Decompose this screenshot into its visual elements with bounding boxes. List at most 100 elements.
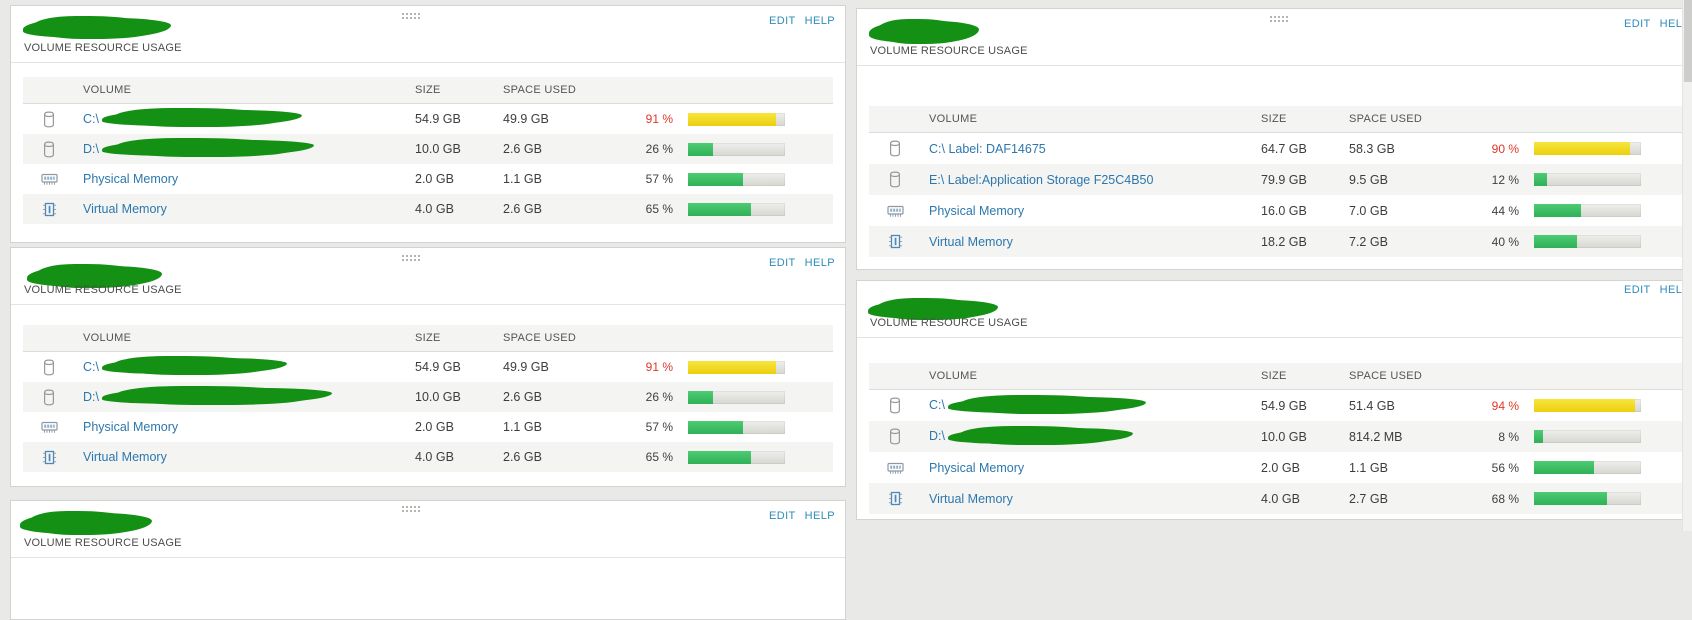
volume-link[interactable]: Physical Memory — [929, 203, 1025, 218]
volume-table-row: Physical Memory 2.0 GB 1.1 GB 57 % — [23, 164, 833, 194]
drag-handle-icon[interactable] — [401, 12, 420, 19]
help-link[interactable]: HELP — [804, 15, 835, 27]
widget-subtitle: VOLUME RESOURCE USAGE — [24, 42, 182, 54]
usage-bar — [673, 172, 835, 186]
volume-link[interactable]: Physical Memory — [83, 420, 179, 434]
column-header-size: SIZE — [415, 332, 441, 344]
help-link[interactable]: HELP — [804, 510, 835, 522]
usage-bar-fill — [688, 360, 777, 374]
volume-table-row: Virtual Memory 4.0 GB 2.7 GB 68 % — [869, 483, 1688, 514]
volume-resource-usage-widget-left-top: EDIT HELP VOLUME RESOURCE USAGE VOLUME SI… — [10, 5, 846, 243]
space-used-cell: 814.2 MB — [1349, 429, 1403, 444]
volume-link[interactable]: Virtual Memory — [83, 202, 167, 216]
size-cell: 4.0 GB — [1261, 491, 1300, 506]
edit-link[interactable]: EDIT — [1624, 284, 1651, 296]
space-used-cell: 1.1 GB — [503, 172, 542, 186]
ram-icon — [40, 172, 58, 186]
space-used-cell: 49.9 GB — [503, 112, 549, 126]
edit-link[interactable]: EDIT — [769, 510, 796, 522]
volume-link[interactable]: Virtual Memory — [929, 491, 1013, 506]
usage-bar-track — [1534, 204, 1641, 217]
usage-bar-fill — [688, 172, 744, 186]
disk-icon — [889, 171, 901, 188]
percent-used-value: 26 % — [645, 142, 673, 156]
volume-cell: Physical Memory — [921, 461, 1261, 475]
usage-bar-track — [688, 390, 785, 404]
edit-link[interactable]: EDIT — [769, 15, 796, 27]
virtual-memory-icon — [42, 450, 57, 465]
usage-bar-track — [688, 420, 785, 434]
help-link[interactable]: HELP — [804, 257, 835, 269]
size-cell: 10.0 GB — [1261, 429, 1307, 444]
usage-bar-track — [1534, 492, 1641, 505]
size-cell: 54.9 GB — [415, 112, 461, 126]
size-cell: 2.0 GB — [415, 172, 454, 186]
percent-used-value: 26 % — [645, 390, 673, 404]
disk-icon — [43, 140, 55, 158]
size-cell: 64.7 GB — [1261, 141, 1307, 156]
usage-bar-fill — [1534, 492, 1607, 505]
usage-bar — [673, 420, 835, 434]
volume-cell: D:\ — [921, 426, 1261, 445]
usage-bar — [1519, 492, 1681, 505]
volume-link[interactable]: C:\ Label: DAF14675 — [929, 141, 1046, 156]
drag-handle-icon[interactable] — [401, 505, 420, 512]
disk-icon — [889, 397, 901, 414]
space-used-cell: 2.7 GB — [1349, 491, 1388, 506]
usage-bar — [673, 112, 835, 126]
volume-link[interactable]: D:\ — [83, 141, 99, 156]
space-used-cell: 58.3 GB — [1349, 141, 1395, 156]
usage-bar-track — [688, 112, 785, 126]
usage-bar — [673, 142, 835, 156]
edit-link[interactable]: EDIT — [1624, 18, 1651, 30]
volume-link[interactable]: D:\ — [929, 429, 945, 444]
volume-link[interactable]: Virtual Memory — [83, 450, 167, 464]
edit-link[interactable]: EDIT — [769, 257, 796, 269]
drag-handle-icon[interactable] — [1269, 15, 1288, 22]
column-header-size: SIZE — [1261, 370, 1287, 382]
volume-link[interactable]: C:\ — [83, 111, 99, 126]
column-header-space-used: SPACE USED — [1349, 113, 1423, 125]
percent-used-value: 44 % — [1491, 203, 1519, 218]
vertical-scrollbar[interactable] — [1682, 0, 1692, 531]
space-used-cell: 2.6 GB — [503, 390, 542, 404]
space-used-cell: 1.1 GB — [503, 420, 542, 434]
volume-link[interactable]: Virtual Memory — [929, 234, 1013, 249]
volume-table-row: C:\ 54.9 GB 51.4 GB 94 % — [869, 390, 1688, 421]
usage-bar-fill — [1534, 173, 1547, 186]
widget-subtitle: VOLUME RESOURCE USAGE — [24, 284, 182, 296]
table-body: C:\ 54.9 GB 51.4 GB 94 % D:\ 10.0 GB 814.2 MB 8… — [869, 390, 1688, 514]
size-cell: 16.0 GB — [1261, 203, 1307, 218]
usage-bar-track — [688, 202, 785, 216]
volume-table-row: C:\ Label: DAF14675 64.7 GB 58.3 GB 90 % — [869, 133, 1688, 164]
space-used-cell: 2.6 GB — [503, 450, 542, 464]
volume-link[interactable]: C:\ — [83, 359, 99, 374]
volume-link[interactable]: Physical Memory — [929, 460, 1025, 475]
drag-handle-icon[interactable] — [401, 254, 420, 261]
volume-cell: Physical Memory — [75, 172, 415, 186]
volume-link[interactable]: Physical Memory — [83, 172, 179, 186]
column-header-volume: VOLUME — [83, 332, 132, 344]
widget-subtitle: VOLUME RESOURCE USAGE — [24, 537, 182, 549]
space-used-cell: 1.1 GB — [1349, 460, 1388, 475]
usage-bar-track — [1534, 142, 1641, 155]
table-header-row: VOLUME SIZE SPACE USED — [23, 325, 833, 352]
redaction-overlay-volume-name — [947, 395, 1147, 414]
volume-link[interactable]: E:\ Label:Application Storage F25C4B50 — [929, 172, 1154, 187]
volume-link[interactable]: D:\ — [83, 389, 99, 404]
scrollbar-thumb[interactable] — [1684, 0, 1692, 82]
usage-bar-fill — [688, 202, 752, 216]
column-header-size: SIZE — [1261, 113, 1287, 125]
ram-icon — [886, 461, 904, 475]
volume-table: VOLUME SIZE SPACE USED C:\ Label: DAF146… — [869, 106, 1688, 257]
redaction-overlay-volume-name — [101, 386, 333, 406]
volume-cell: Virtual Memory — [75, 450, 415, 464]
usage-bar-fill — [688, 142, 714, 156]
virtual-memory-icon — [42, 202, 57, 217]
usage-bar-fill — [688, 390, 714, 404]
table-header-row: VOLUME SIZE SPACE USED — [23, 77, 833, 104]
ram-icon — [40, 420, 58, 434]
volume-link[interactable]: C:\ — [929, 398, 945, 413]
table-header-row: VOLUME SIZE SPACE USED — [869, 106, 1688, 133]
volume-resource-usage-widget-left-bottom: EDIT HELP VOLUME RESOURCE USAGE — [10, 500, 846, 620]
